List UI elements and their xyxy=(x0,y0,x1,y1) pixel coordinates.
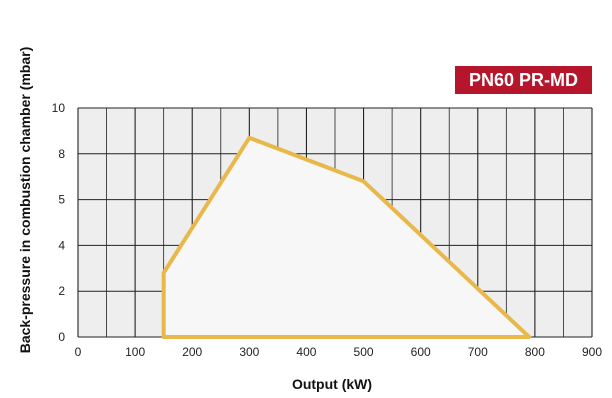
x-tick-label: 400 xyxy=(296,345,316,359)
x-tick-label: 100 xyxy=(125,345,145,359)
x-tick-label: 300 xyxy=(239,345,259,359)
y-tick-label: 10 xyxy=(52,101,66,115)
x-tick-label: 0 xyxy=(75,345,82,359)
y-tick-label: 5 xyxy=(58,193,65,207)
x-tick-label: 500 xyxy=(354,345,374,359)
y-tick-label: 0 xyxy=(58,330,65,344)
x-tick-label: 700 xyxy=(468,345,488,359)
x-tick-label: 600 xyxy=(411,345,431,359)
x-tick-label: 900 xyxy=(582,345,602,359)
y-tick-label: 4 xyxy=(58,238,65,252)
x-tick-label: 800 xyxy=(525,345,545,359)
y-tick-label: 2 xyxy=(58,284,65,298)
y-tick-label: 8 xyxy=(58,147,65,161)
x-tick-label: 200 xyxy=(182,345,202,359)
